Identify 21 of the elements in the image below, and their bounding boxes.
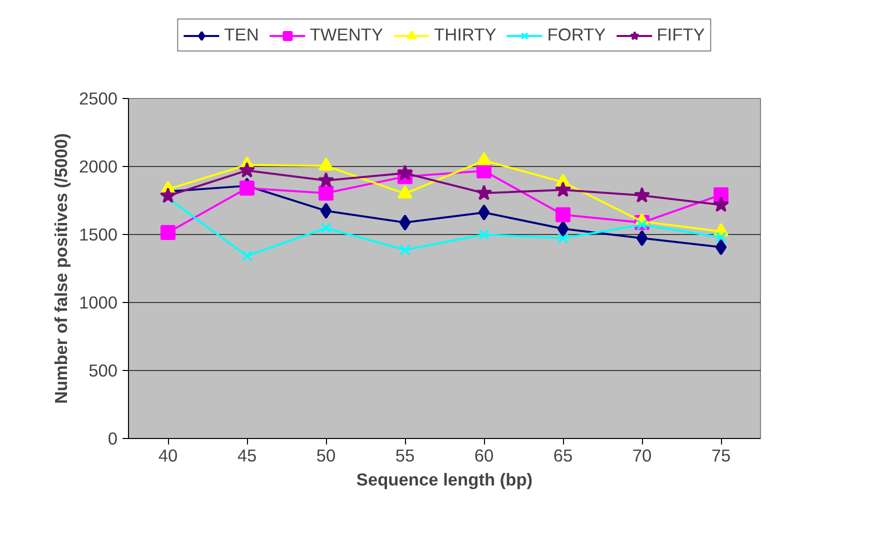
x-tick-label: 55 (395, 446, 415, 466)
legend-label: FIFTY (656, 24, 705, 46)
y-tick-label: 2500 (78, 88, 118, 108)
x-axis-title: Sequence length (bp) (356, 470, 533, 490)
legend-label: FORTY (547, 24, 606, 46)
y-axis-title: Number of false positives (/5000) (50, 133, 71, 404)
y-tick-label: 500 (88, 360, 118, 380)
y-tick-label: 0 (108, 428, 118, 448)
x-tick-label: 45 (237, 446, 257, 466)
legend-label: TWENTY (310, 24, 383, 46)
x-tick-label: 50 (316, 446, 336, 466)
x-tick-label: 75 (711, 446, 731, 466)
x-tick-label: 70 (632, 446, 652, 466)
y-tick-label: 1000 (78, 292, 118, 312)
legend-label: TEN (224, 24, 259, 46)
legend-label: THIRTY (434, 24, 496, 46)
x-tick-label: 60 (474, 446, 494, 466)
y-tick-label: 1500 (78, 224, 118, 244)
x-tick-label: 65 (553, 446, 573, 466)
x-tick-label: 40 (158, 446, 178, 466)
y-tick-label: 2000 (78, 156, 118, 176)
